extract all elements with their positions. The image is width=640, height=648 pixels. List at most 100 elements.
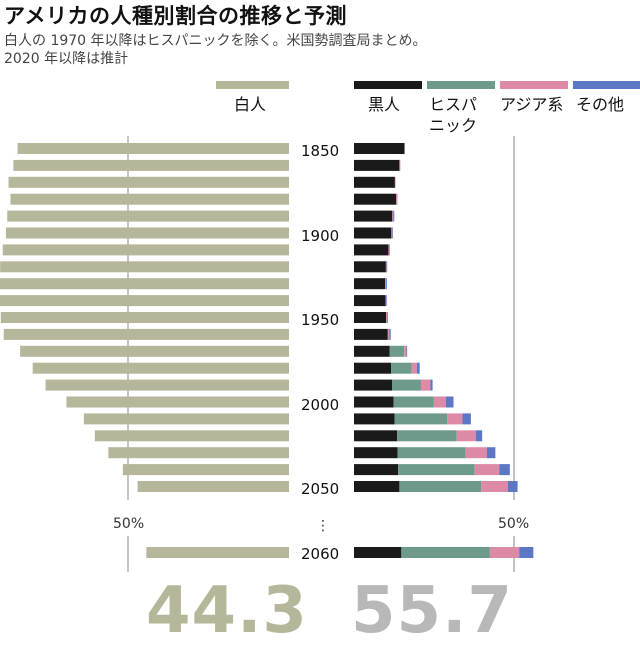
legend-label-white: 白人 xyxy=(234,95,266,114)
bar-asian-2060 xyxy=(490,547,519,558)
bar-black-1860 xyxy=(354,160,399,171)
bar-other-2020 xyxy=(476,430,482,441)
legend-label-hispanic-2: ニック xyxy=(429,116,477,135)
bar-other-1890 xyxy=(393,211,394,222)
bar-hispanic-1990 xyxy=(392,380,421,391)
bar-asian-1990 xyxy=(421,380,430,391)
bar-white-1910 xyxy=(3,244,289,255)
bar-hispanic-2020 xyxy=(397,430,457,441)
year-label-2060: 2060 xyxy=(301,545,339,563)
bar-white-2050 xyxy=(138,481,289,492)
bar-black-1850 xyxy=(354,143,405,154)
bar-asian-1980 xyxy=(412,363,417,374)
bar-black-2020 xyxy=(354,430,397,441)
ellipsis: ⋮ xyxy=(316,518,330,534)
bar-white-1920 xyxy=(0,261,289,272)
bar-black-1870 xyxy=(354,177,395,188)
bar-black-1900 xyxy=(354,228,391,239)
bar-other-1970 xyxy=(406,346,407,357)
bar-asian-1870 xyxy=(395,177,396,188)
bar-black-1930 xyxy=(354,278,385,289)
bar-other-1990 xyxy=(430,380,432,391)
axis-label-left-50: 50% xyxy=(113,516,144,532)
bar-black-1910 xyxy=(354,244,388,255)
bar-white-1850 xyxy=(18,143,289,154)
bar-other-1910 xyxy=(389,244,390,255)
bar-hispanic-2030 xyxy=(397,447,465,458)
bar-white-1930 xyxy=(0,278,289,289)
bar-asian-2010 xyxy=(447,413,462,424)
bar-asian-2020 xyxy=(457,430,476,441)
bar-hispanic-2040 xyxy=(398,464,475,475)
bar-asian-2030 xyxy=(465,447,487,458)
year-labels-group: 1850 1900 1950 2000 2050 2060 xyxy=(301,142,339,563)
bar-white-1950 xyxy=(1,312,289,323)
bar-black-1920 xyxy=(354,261,386,272)
bar-hispanic-2010 xyxy=(395,413,447,424)
bar-black-1880 xyxy=(354,194,396,205)
big-number-nonwhite: 55.7 xyxy=(351,574,513,648)
bar-black-2030 xyxy=(354,447,397,458)
bar-black-2010 xyxy=(354,413,395,424)
bar-black-1990 xyxy=(354,380,392,391)
year-label-2050: 2050 xyxy=(301,480,339,498)
legend-label-black: 黒人 xyxy=(368,95,400,114)
bar-white-1890 xyxy=(7,211,289,222)
legend-swatch-white xyxy=(216,81,289,89)
bar-other-1960 xyxy=(389,329,390,340)
bar-asian-1950 xyxy=(386,312,387,323)
bar-other-1930 xyxy=(386,278,387,289)
year-label-2000: 2000 xyxy=(301,396,339,414)
bar-hispanic-2000 xyxy=(394,397,434,408)
bar-asian-1890 xyxy=(392,211,393,222)
big-number-white: 44.3 xyxy=(146,574,308,648)
bar-hispanic-2050 xyxy=(399,481,481,492)
bar-black-1950 xyxy=(354,312,386,323)
bar-asian-2000 xyxy=(434,397,446,408)
bar-black-2040 xyxy=(354,464,398,475)
legend-swatch-black xyxy=(354,81,422,89)
bar-white-2010 xyxy=(84,413,289,424)
bar-black-1960 xyxy=(354,329,388,340)
legend-label-hispanic-1: ヒスパ xyxy=(429,95,477,114)
bar-asian-1880 xyxy=(396,194,397,205)
bar-other-2010 xyxy=(463,413,471,424)
year-label-1850: 1850 xyxy=(301,142,339,160)
bar-white-2040 xyxy=(123,464,289,475)
bar-asian-1900 xyxy=(391,228,392,239)
bar-black-1890 xyxy=(354,211,392,222)
legend-swatch-other xyxy=(573,81,640,89)
bar-white-1880 xyxy=(10,194,289,205)
bar-asian-1920 xyxy=(386,261,387,272)
year-label-1900: 1900 xyxy=(301,227,339,245)
bar-white-1990 xyxy=(46,380,289,391)
bars-group xyxy=(0,143,533,558)
bar-other-2060 xyxy=(519,547,533,558)
bar-white-1960 xyxy=(4,329,289,340)
bar-other-2000 xyxy=(446,397,454,408)
axis-label-right-50: 50% xyxy=(498,516,529,532)
bar-white-1900 xyxy=(6,228,289,239)
legend-label-asian: アジア系 xyxy=(500,95,563,114)
bar-white-1980 xyxy=(33,363,289,374)
bar-black-2000 xyxy=(354,397,394,408)
bar-asian-1860 xyxy=(399,160,400,171)
bar-asian-1910 xyxy=(388,244,389,255)
bar-white-2020 xyxy=(95,430,289,441)
bar-asian-1940 xyxy=(386,295,387,306)
bar-other-1980 xyxy=(417,363,420,374)
bar-asian-1970 xyxy=(404,346,406,357)
bar-other-1900 xyxy=(392,228,393,239)
bar-black-2050 xyxy=(354,481,399,492)
bar-white-1870 xyxy=(9,177,289,188)
bar-white-1940 xyxy=(0,295,289,306)
bar-asian-1960 xyxy=(388,329,390,340)
bar-black-1980 xyxy=(354,363,391,374)
bar-white-1970 xyxy=(20,346,289,357)
bar-other-1950 xyxy=(387,312,388,323)
bar-other-2050 xyxy=(508,481,518,492)
bar-black-2060 xyxy=(354,547,401,558)
bar-black-1940 xyxy=(354,295,386,306)
bar-other-1920 xyxy=(387,261,388,272)
